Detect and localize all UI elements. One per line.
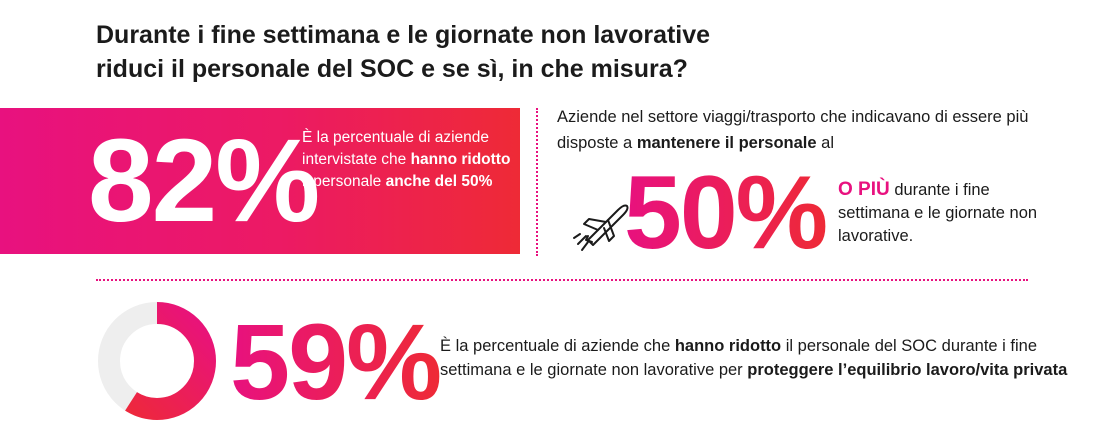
- stat-82-bold-1: hanno ridotto: [410, 151, 511, 168]
- stat-50-intro-text-2: al: [816, 134, 834, 152]
- stat-50-intro-bold: mantenere il personale: [636, 134, 817, 152]
- stat-59-text-2: il personale del SOC durante i fine sett…: [440, 337, 1038, 379]
- stat-82-text-2: il personale: [302, 173, 386, 190]
- stat-82-box: 82% È la percentuale di aziende intervis…: [0, 108, 520, 254]
- title-line-2: riduci il personale del SOC e se sì, in …: [96, 55, 688, 83]
- stat-59-text-1: È la percentuale di aziende che: [440, 337, 675, 355]
- vertical-divider: [536, 108, 538, 256]
- donut-chart: [98, 302, 216, 420]
- stat-82-text-1: È la percentuale di aziende intervistate…: [302, 129, 489, 168]
- stat-59-bold-2: proteggere l’equilibrio lavoro/vita priv…: [747, 361, 1068, 379]
- stat-50-note: O PIÙ durante i fine settimana e le gior…: [838, 178, 1048, 248]
- stat-50-intro-text-1: Aziende nel settore viaggi/trasporto che…: [557, 108, 1029, 152]
- stat-50-note-text: durante i fine settimana e le giornate n…: [838, 181, 1038, 245]
- stat-50-highlight: O PIÙ: [838, 179, 890, 200]
- donut-arc: [98, 302, 216, 420]
- stat-82-bold-2: anche del 50%: [385, 173, 493, 190]
- stat-50-value: 50%: [624, 155, 828, 271]
- stat-82-description: È la percentuale di aziende intervistate…: [302, 127, 517, 193]
- airplane-icon: [573, 204, 629, 251]
- page-title: Durante i fine settimana e le giornate n…: [96, 18, 856, 86]
- stat-50-intro: Aziende nel settore viaggi/trasporto che…: [557, 104, 1037, 156]
- stat-82-value: 82%: [88, 115, 320, 247]
- stat-59-value: 59%: [230, 301, 442, 422]
- title-line-1: Durante i fine settimana e le giornate n…: [96, 21, 711, 49]
- horizontal-divider: [96, 279, 1028, 281]
- stat-59-bold-1: hanno ridotto: [674, 337, 782, 355]
- stat-59-description: È la percentuale di aziende che hanno ri…: [440, 334, 1080, 382]
